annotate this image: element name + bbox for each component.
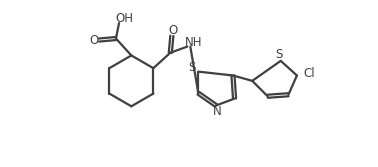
Text: O: O [89, 34, 98, 47]
Text: Cl: Cl [304, 67, 315, 80]
Text: NH: NH [184, 36, 202, 49]
Text: S: S [189, 60, 196, 73]
Text: OH: OH [115, 12, 133, 25]
Text: O: O [168, 24, 177, 37]
Text: S: S [276, 48, 283, 61]
Text: N: N [213, 105, 222, 118]
